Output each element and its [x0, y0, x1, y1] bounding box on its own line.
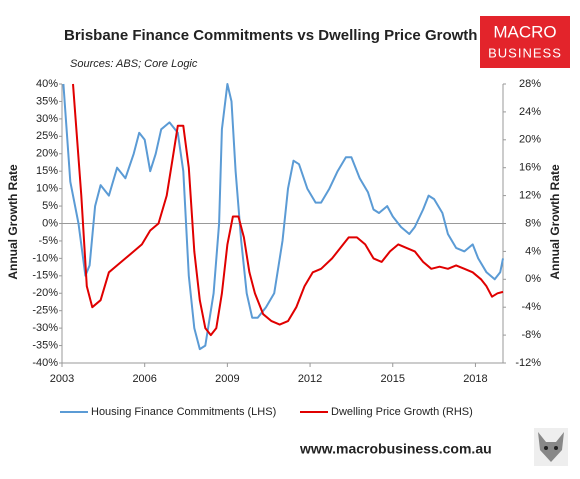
y-tick-label: 25%: [36, 130, 58, 142]
y2-tick-label: 24%: [519, 106, 541, 118]
chart-title: Brisbane Finance Commitments vs Dwelling…: [64, 27, 477, 44]
logo-text: MACRO: [493, 22, 556, 41]
y-tick-label: -25%: [32, 305, 58, 317]
y2-tick-label: 16%: [519, 162, 541, 174]
x-tick-label: 2015: [381, 373, 405, 385]
y-tick-label: 15%: [36, 165, 58, 177]
series-line: [62, 83, 504, 351]
y2-tick-label: -8%: [521, 329, 541, 341]
x-tick-label: 2003: [50, 373, 74, 385]
y-tick-label: 20%: [36, 148, 58, 160]
logo-box: [480, 16, 570, 68]
y-tick-label: -20%: [32, 287, 58, 299]
y2-tick-label: -12%: [515, 357, 541, 369]
y-tick-label: -5%: [38, 235, 58, 247]
y-tick-label: -10%: [32, 252, 58, 264]
legend-label: Dwelling Price Growth (RHS): [331, 406, 473, 418]
legend-label: Housing Finance Commitments (LHS): [91, 406, 276, 418]
x-tick-label: 2018: [463, 373, 487, 385]
y2-tick-label: -4%: [521, 301, 541, 313]
y-tick-label: 40%: [36, 78, 58, 90]
y-tick-label: 0%: [42, 217, 58, 229]
wolf-icon: [534, 428, 568, 466]
y2-tick-label: 8%: [525, 217, 541, 229]
x-tick-label: 2006: [132, 373, 156, 385]
y-tick-label: -35%: [32, 339, 58, 351]
chart-subtitle: Sources: ABS; Core Logic: [70, 58, 198, 70]
y-tick-label: -30%: [32, 322, 58, 334]
logo-text: BUSINESS: [488, 45, 562, 60]
y-axis-label: Annual Growth Rate: [6, 164, 20, 280]
y-tick-label: 10%: [36, 183, 58, 195]
y2-tick-label: 20%: [519, 134, 541, 146]
series-line: [72, 83, 504, 337]
footer: www.macrobusiness.com.au: [299, 441, 492, 457]
y-tick-label: 35%: [36, 95, 58, 107]
y2-axis-label: Annual Growth Rate: [548, 164, 562, 280]
y-tick-label: 30%: [36, 113, 58, 125]
y2-tick-label: 4%: [525, 245, 541, 257]
y-tick-label: 5%: [42, 200, 58, 212]
y2-tick-label: 12%: [519, 190, 541, 202]
y2-tick-label: 28%: [519, 78, 541, 90]
x-tick-label: 2009: [215, 373, 239, 385]
y2-tick-label: 0%: [525, 273, 541, 285]
y-tick-label: -15%: [32, 270, 58, 282]
x-tick-label: 2012: [298, 373, 322, 385]
y-tick-label: -40%: [32, 357, 58, 369]
